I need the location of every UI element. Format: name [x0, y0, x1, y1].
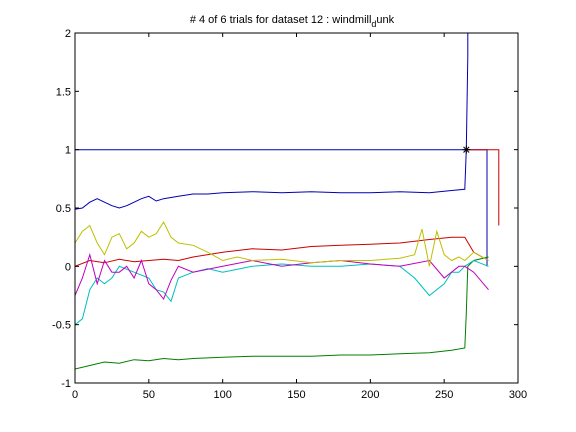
- chart-title-suffix: unk: [376, 14, 394, 26]
- series-line-6: [75, 259, 489, 326]
- chart-title-main: # 4 of 6 trials for dataset 12 : windmil…: [190, 14, 372, 26]
- x-tick-label: 150: [287, 389, 305, 401]
- y-tick-label: -0.5: [52, 320, 71, 332]
- series-line-7: [75, 252, 489, 300]
- x-tick-label: 200: [361, 389, 379, 401]
- x-tick-label: 300: [509, 389, 527, 401]
- series-line-1: [75, 33, 469, 210]
- y-tick-label: 1.5: [56, 86, 71, 98]
- plot-area: 0 50 100 150 200 250 300 -1 -0.5 0 0.5 1 1.5 2: [52, 28, 527, 401]
- series-line-4: [75, 236, 489, 267]
- series-line-5: [75, 256, 489, 370]
- y-tick-label: 0: [65, 261, 71, 273]
- series-line-3: [466, 149, 500, 226]
- x-tick-label: 50: [143, 389, 155, 401]
- x-tick-label: 250: [435, 389, 453, 401]
- series-line-8: [75, 220, 489, 267]
- y-tick-label: 2: [65, 28, 71, 40]
- y-tick-label: 1: [65, 145, 71, 157]
- y-tick-label: -1: [61, 378, 71, 390]
- chart-title: # 4 of 6 trials for dataset 12 : windmil…: [190, 14, 395, 29]
- asterisk-marker: [462, 145, 471, 154]
- y-tick-label: 0.5: [56, 203, 71, 215]
- x-tick-label: 100: [213, 389, 231, 401]
- asterisk-stroke: [463, 146, 470, 153]
- chart-title-subscript: d: [371, 19, 376, 29]
- x-tick-label: 0: [72, 389, 78, 401]
